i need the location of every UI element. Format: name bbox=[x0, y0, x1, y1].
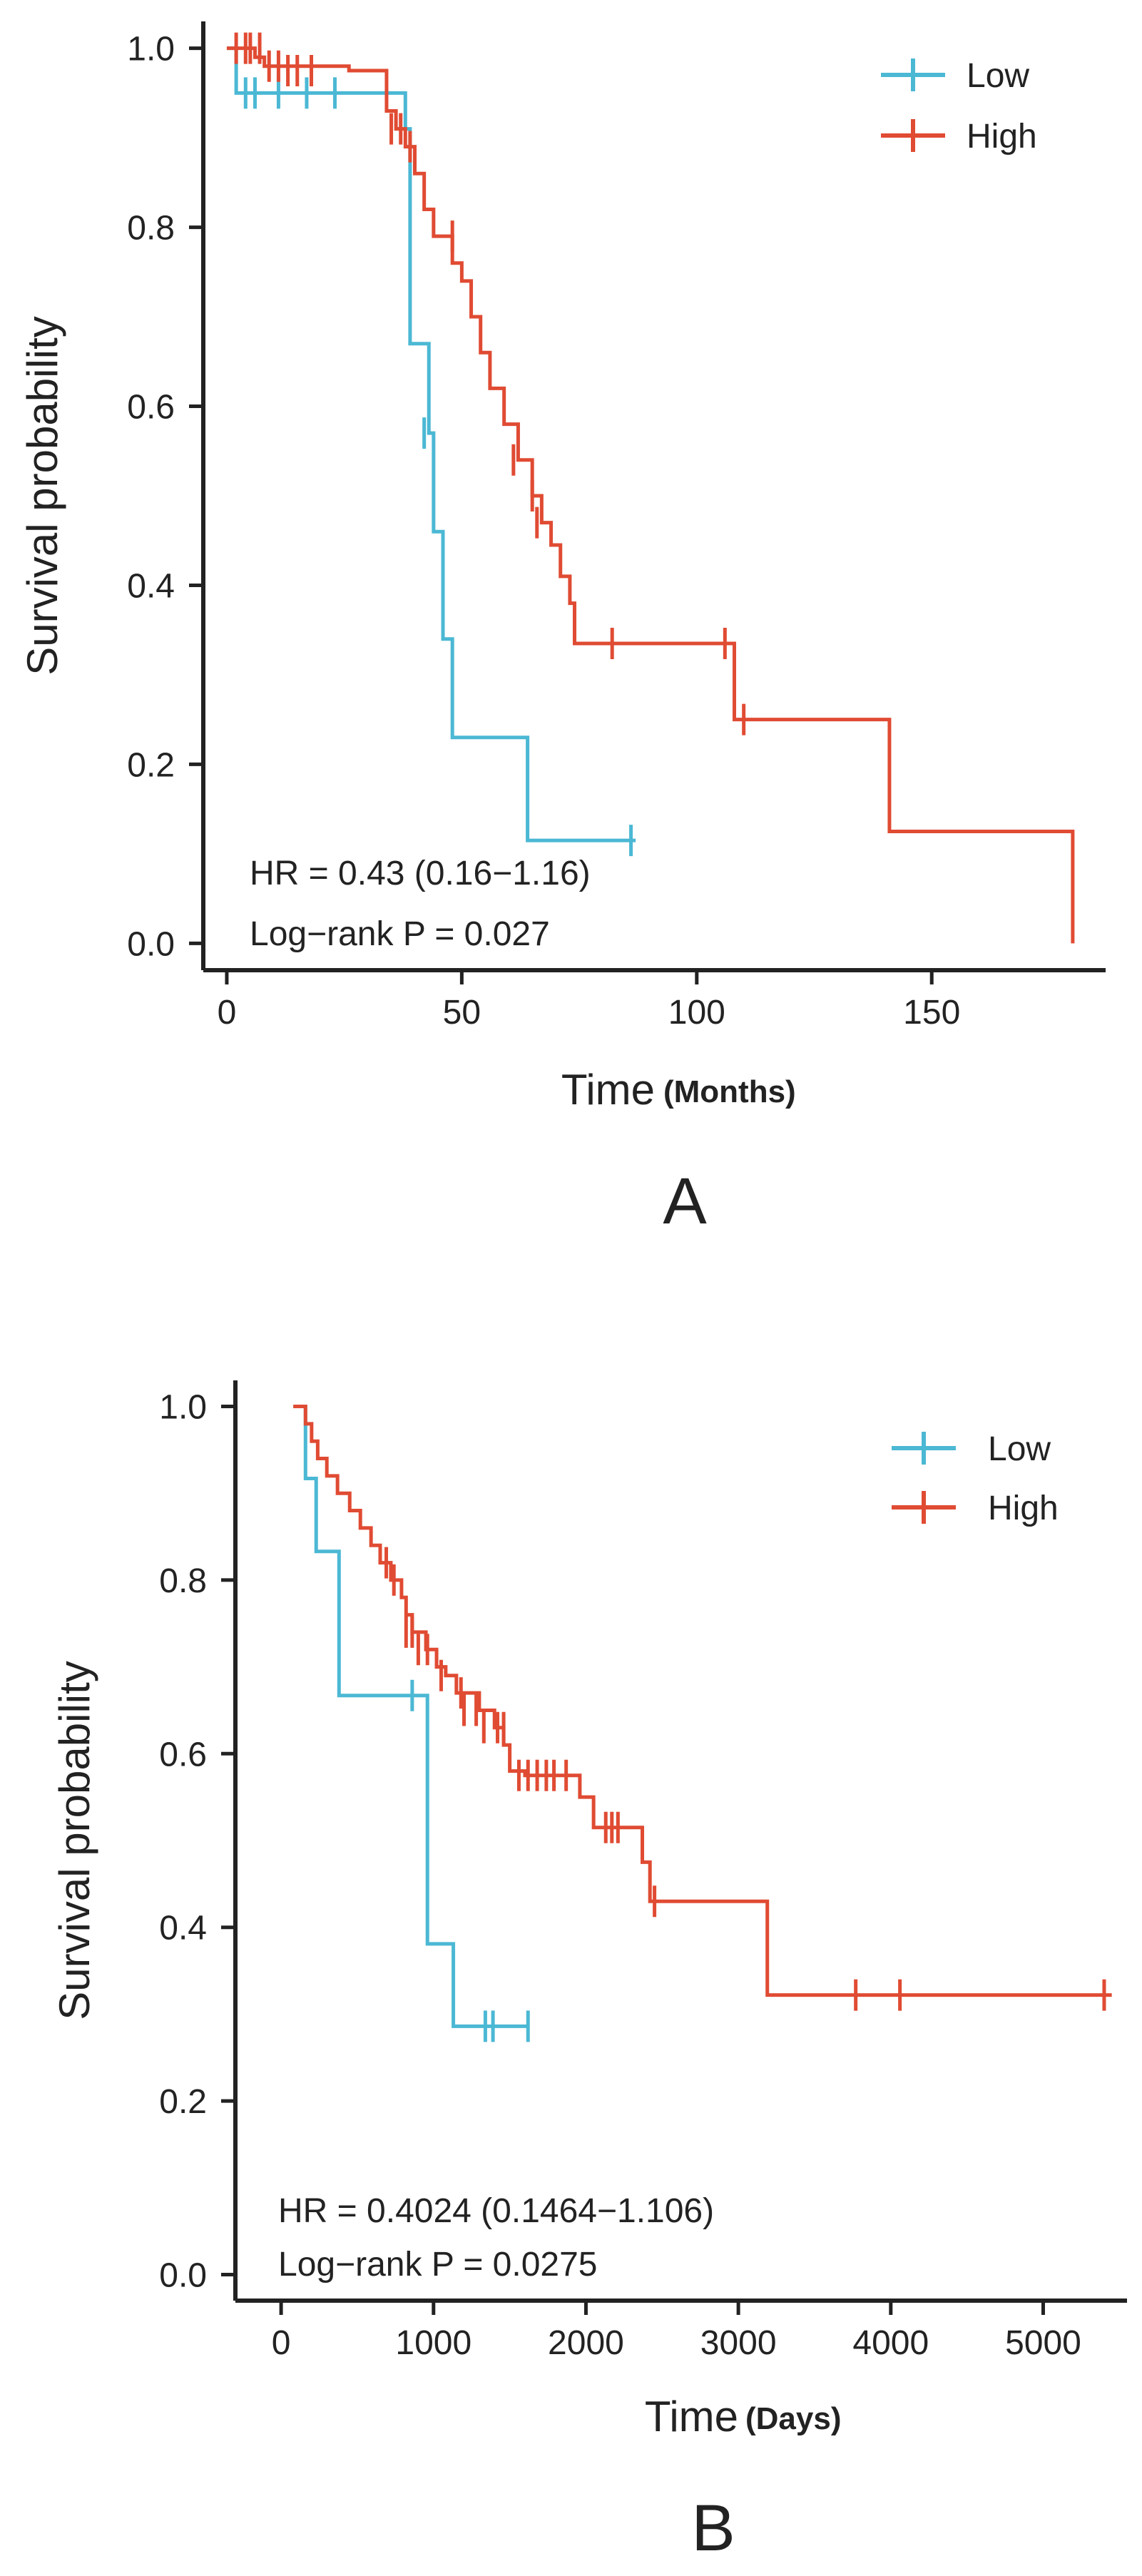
panel-b-chart: 0.00.20.40.60.81.0 Survival probability … bbox=[51, 1380, 1127, 2565]
panel-a-high-survival-curve bbox=[226, 46, 1075, 944]
panel-b-x-tick-label: 3000 bbox=[700, 2324, 777, 2362]
panel-a-x-axis-label: Time bbox=[561, 1066, 655, 1114]
panel-b-x-tick-label: 5000 bbox=[1005, 2324, 1081, 2362]
panel-a-x-tick-label: 50 bbox=[443, 994, 481, 1032]
panel-a-legend: Low High bbox=[881, 57, 1037, 156]
panel-a-y-tick-label: 0.2 bbox=[127, 746, 175, 784]
panel-a-x-axis-unit: (Months) bbox=[663, 1074, 796, 1109]
panel-a-y-axis: 0.0 0.2 0.4 0.6 0.8 1.0 Survival probability bbox=[19, 21, 205, 970]
panel-a-y-axis-label: Survival probability bbox=[19, 316, 66, 676]
panel-b-legend-low-label: Low bbox=[988, 1430, 1051, 1468]
panel-b-label: B bbox=[691, 2492, 735, 2565]
panel-a-low-survival-curve bbox=[226, 46, 636, 842]
panel-a-y-tick-label: 0.0 bbox=[127, 925, 175, 963]
panel-a-x-tick-label: 100 bbox=[668, 994, 725, 1032]
panel-a-legend-low-label: Low bbox=[967, 57, 1029, 95]
panel-b-x-tick-label: 2000 bbox=[548, 2324, 624, 2362]
panel-a-x-tick-label: 150 bbox=[903, 994, 960, 1032]
panel-a-chart: 0.00.20.40.60.81.0 Survival probability … bbox=[19, 21, 1106, 1238]
panel-b-x-axis-label: Time bbox=[645, 2393, 738, 2440]
panel-a-series bbox=[226, 32, 1075, 944]
panel-b-log-rank-p: Log−rank P = 0.0275 bbox=[278, 2246, 598, 2284]
panel-a-y-tick-label: 0.6 bbox=[127, 389, 175, 427]
panel-b-y-tick-label: 0.6 bbox=[159, 1736, 207, 1773]
panel-b-legend-high-label: High bbox=[988, 1490, 1059, 1527]
panel-a-y-tick-label: 0.4 bbox=[127, 567, 175, 605]
panel-b-y-axis: 0.0 0.2 0.4 0.6 0.8 1.0 Survival probability bbox=[51, 1380, 238, 2301]
panel-b-y-tick-label: 0.8 bbox=[159, 1562, 207, 1600]
panel-a-x-tick-label: 0 bbox=[218, 994, 237, 1032]
panel-b-y-tick-label: 1.0 bbox=[159, 1389, 207, 1427]
panel-b-low-survival-curve bbox=[293, 1405, 530, 2028]
panel-a-log-rank-p: Log−rank P = 0.027 bbox=[250, 915, 550, 953]
panel-b-x-tick-label: 4000 bbox=[852, 2324, 929, 2362]
panel-a-x-axis: 0 50 100 150 Time (Months) bbox=[203, 968, 1106, 1114]
panel-b-y-axis-label: Survival probability bbox=[51, 1661, 98, 2020]
panel-a-legend-high-label: High bbox=[967, 118, 1037, 156]
panel-b-x-axis-unit: (Days) bbox=[745, 2401, 842, 2436]
panel-b-y-tick-label: 0.4 bbox=[159, 1910, 207, 1948]
panel-a-y-tick-label: 0.8 bbox=[127, 210, 175, 248]
panel-b-x-tick-label: 0 bbox=[272, 2324, 291, 2362]
panel-b-series bbox=[293, 1405, 1112, 2042]
panel-b-hazard-ratio: HR = 0.4024 (0.1464−1.106) bbox=[278, 2192, 714, 2230]
panel-a-y-tick-label: 1.0 bbox=[127, 31, 175, 68]
panel-b-y-tick-label: 0.2 bbox=[159, 2083, 207, 2121]
panel-b-x-tick-label: 1000 bbox=[395, 2324, 471, 2362]
panel-b-x-axis: 0 1000 2000 3000 4000 5000 Time (Days) bbox=[235, 2298, 1127, 2440]
panel-a-hazard-ratio: HR = 0.43 (0.16−1.16) bbox=[250, 855, 591, 892]
panel-a-label: A bbox=[663, 1165, 707, 1238]
panel-b-legend: Low High bbox=[892, 1430, 1059, 1527]
panel-b-y-tick-label: 0.0 bbox=[159, 2256, 207, 2294]
